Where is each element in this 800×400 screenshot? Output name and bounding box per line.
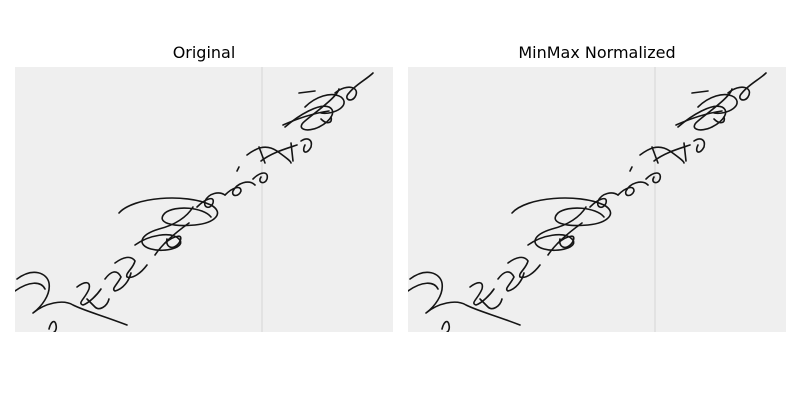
signature-image-original: [15, 67, 393, 332]
panel-title-normalized: MinMax Normalized: [518, 43, 676, 62]
panel-title-original: Original: [172, 43, 236, 62]
signature-image-normalized: [408, 67, 786, 332]
